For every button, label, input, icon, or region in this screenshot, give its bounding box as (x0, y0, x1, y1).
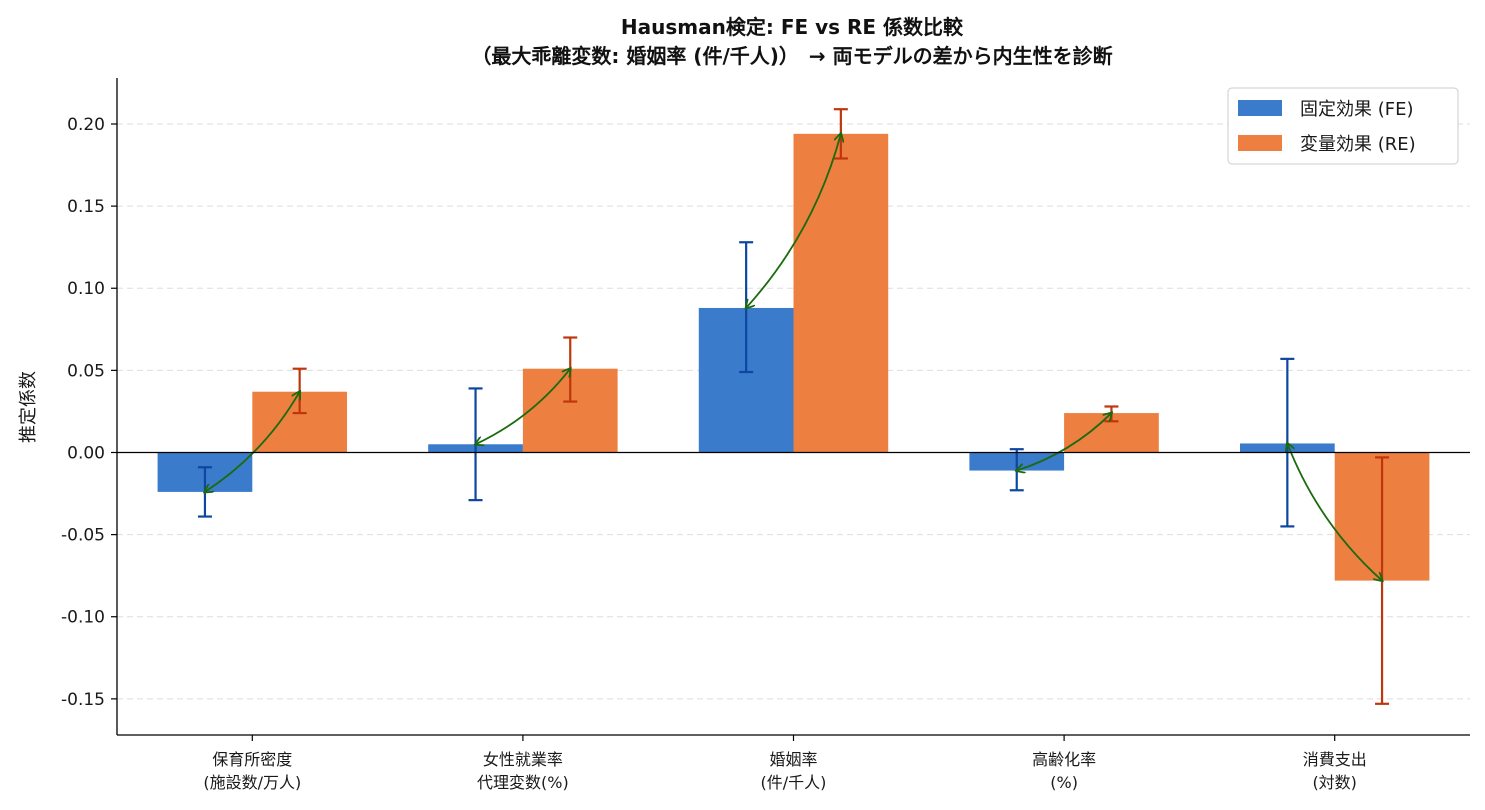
bar-re-2 (793, 133, 889, 453)
x-tick-label-4-1: (対数) (1312, 773, 1357, 792)
x-tick-label-1-1: 代理変数(%) (477, 773, 569, 792)
comparison-arrow-2 (746, 134, 841, 308)
x-tick-label-0-1: (施設数/万人) (203, 773, 301, 792)
x-tick-label-2-1: (件/千人) (761, 773, 827, 792)
x-tick-label-3-1: (%) (1050, 773, 1078, 792)
x-tick-label-4-0: 消費支出 (1303, 750, 1367, 769)
y-tick-label-1: 0.15 (67, 197, 105, 217)
legend-label-re: 変量効果 (RE) (1300, 134, 1416, 155)
x-tick-label-1-0: 女性就業率 (483, 750, 563, 769)
y-tick-label-2: 0.10 (67, 279, 105, 299)
x-tick-label-3-0: 高齢化率 (1032, 750, 1096, 769)
y-tick-label-4: 0.00 (67, 443, 105, 463)
comparison-arrow-1 (476, 369, 571, 445)
legend-frame (1227, 87, 1459, 165)
legend-label-fe: 固定効果 (FE) (1300, 99, 1414, 120)
comparison-arrows (205, 134, 1382, 581)
chart-title: Hausman検定: FE vs RE 係数比較 (621, 15, 964, 39)
bars (157, 133, 1430, 581)
x-tick-label-0-0: 保育所密度 (212, 750, 292, 769)
comparison-arrow-0 (205, 392, 300, 492)
legend[interactable]: 固定効果 (FE) 変量効果 (RE) (1227, 87, 1459, 165)
comparison-arrow-3 (1017, 413, 1112, 470)
y-tick-label-7: -0.15 (61, 690, 105, 710)
y-tick-labels: 0.20 0.15 0.10 0.05 0.00 -0.05 -0.10 -0.15 (61, 115, 117, 710)
y-tick-label-6: -0.10 (61, 608, 105, 628)
grid-lines (117, 123, 1470, 700)
comparison-arrow-4 (1287, 443, 1382, 580)
y-tick-label-0: 0.20 (67, 115, 105, 135)
y-tick-label-5: -0.05 (61, 526, 105, 546)
legend-swatch-re (1238, 135, 1282, 151)
x-tick-label-2-0: 婚姻率 (769, 750, 817, 769)
error-bar-fe-4 (1280, 357, 1295, 528)
y-axis-label: 推定係数 (18, 371, 39, 443)
y-tick-label-3: 0.05 (67, 361, 105, 381)
chart-subtitle: （最大乖離変数: 婚姻率 (件/千人)） → 両モデルの差から内生性を診断 (471, 44, 1112, 68)
legend-swatch-fe (1238, 100, 1282, 116)
